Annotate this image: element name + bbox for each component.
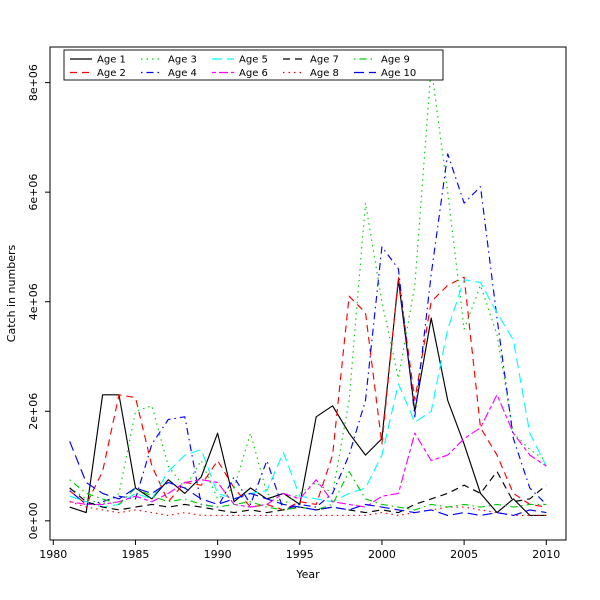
x-tick-label: 1990 (204, 548, 232, 561)
legend-label-age-6: Age 6 (239, 68, 268, 79)
x-tick-label: 1980 (39, 548, 67, 561)
series-line-age-1 (69, 279, 547, 516)
legend-label-age-4: Age 4 (168, 68, 197, 79)
series-line-age-5 (69, 279, 547, 508)
legend-label-age-2: Age 2 (97, 68, 126, 79)
legend-label-age-9: Age 9 (381, 55, 410, 66)
x-tick-label: 2005 (450, 548, 478, 561)
x-tick-label: 1995 (286, 548, 314, 561)
series-line-age-6 (69, 394, 547, 508)
series-line-age-2 (69, 276, 547, 511)
x-axis-label: Year (295, 568, 320, 581)
legend-label-age-5: Age 5 (239, 55, 268, 66)
series-line-age-10 (69, 441, 547, 516)
legend-label-age-8: Age 8 (310, 68, 339, 79)
legend-label-age-1: Age 1 (97, 55, 126, 66)
y-axis-label: Catch in numbers (5, 245, 18, 343)
x-tick-label: 2000 (368, 548, 396, 561)
series-line-age-4 (69, 153, 547, 511)
legend-label-age-7: Age 7 (310, 55, 339, 66)
legend-label-age-3: Age 3 (168, 55, 197, 66)
legend-box (63, 49, 444, 81)
y-tick-label: 6e+06 (27, 174, 40, 211)
x-tick-label: 1985 (121, 548, 149, 561)
y-tick-label: 2e+06 (27, 393, 40, 430)
x-tick-label: 2010 (532, 548, 560, 561)
series-line-age-3 (69, 65, 547, 505)
plot-box (49, 46, 567, 541)
y-tick-label: 0e+00 (27, 502, 40, 539)
y-tick-label: 8e+06 (27, 64, 40, 101)
legend-label-age-10: Age 10 (381, 68, 416, 79)
y-tick-label: 4e+06 (27, 283, 40, 320)
